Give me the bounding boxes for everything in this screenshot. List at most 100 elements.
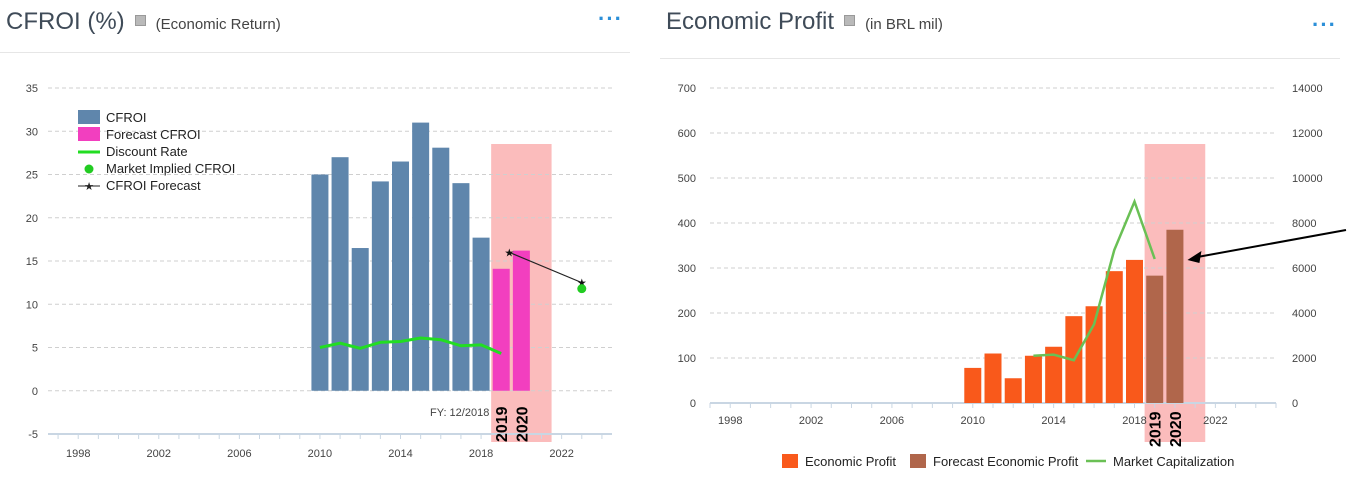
- economic-profit-bar: [1004, 378, 1022, 403]
- info-icon[interactable]: [844, 15, 856, 27]
- x-tick-label: 2014: [388, 448, 412, 460]
- cfroi-bar: [351, 248, 369, 391]
- y2-tick-label: 14000: [1292, 83, 1323, 95]
- legend-item: Forecast CFROI: [106, 127, 201, 142]
- y-tick-label: 0: [32, 386, 38, 398]
- cfroi-title: CFROI (%): [6, 8, 125, 35]
- legend-item: Market Implied CFROI: [106, 161, 235, 176]
- legend-item: Economic Profit: [805, 454, 896, 469]
- more-options-icon[interactable]: ···: [1312, 12, 1337, 37]
- legend-swatch: [84, 164, 94, 174]
- economic-profit-panel: Economic Profit (in BRL mil) ··· 700 600 50…: [660, 0, 1347, 480]
- y-tick-label: 20: [26, 213, 38, 225]
- cfroi-subtitle: (Economic Return): [155, 16, 281, 33]
- economic-profit-title: Economic Profit: [666, 8, 835, 35]
- highlight-year-label: 2019: [494, 406, 511, 442]
- cfroi-bar: [432, 147, 450, 391]
- legend-item: CFROI: [106, 110, 146, 125]
- x-tick-label: 2010: [961, 415, 985, 427]
- y-tick-label: 600: [678, 128, 696, 140]
- x-tick-label: 2006: [880, 415, 904, 427]
- market-implied-point: [577, 284, 587, 294]
- y-tick-label: 10: [26, 299, 38, 311]
- x-tick-label: 2002: [799, 415, 823, 427]
- y-tick-label: 700: [678, 83, 696, 95]
- discount-rate-line: [319, 336, 502, 355]
- y2-tick-label: 10000: [1292, 173, 1323, 185]
- legend-swatch: [78, 110, 100, 124]
- x-tick-label: 1998: [718, 415, 742, 427]
- cfroi-bar: [331, 157, 349, 391]
- x-tick-label: 2022: [549, 448, 573, 460]
- economic-profit-bar: [1105, 271, 1123, 403]
- x-tick-label: 2018: [469, 448, 493, 460]
- title-divider: [0, 52, 630, 53]
- economic-profit-bar: [1024, 355, 1042, 403]
- highlight-year-label: 2019: [1148, 411, 1165, 447]
- x-tick-label: 2006: [227, 448, 251, 460]
- forecast-cfroi-bar: [512, 250, 530, 391]
- x-tick-label: 2010: [308, 448, 332, 460]
- cfroi-bar: [472, 237, 490, 391]
- cfroi-panel-title: CFROI (%) (Economic Return): [6, 8, 281, 36]
- economic-profit-bar: [964, 367, 982, 403]
- y2-tick-label: 8000: [1292, 218, 1316, 230]
- x-tick-label: 2014: [1041, 415, 1065, 427]
- y2-tick-label: 6000: [1292, 263, 1316, 275]
- y-tick-label: 400: [678, 218, 696, 230]
- annotation-arrow-head: [1187, 251, 1202, 263]
- y2-tick-label: 4000: [1292, 308, 1316, 320]
- cfroi-chart: 35 30 25 20 15 10 5 0 -5 1998 2002 2006 2010 2014 2018…: [26, 83, 612, 460]
- x-tick-label: 2002: [147, 448, 171, 460]
- y-tick-label: 35: [26, 83, 38, 95]
- cfroi-bar: [392, 161, 409, 391]
- y-tick-label: 100: [678, 353, 696, 365]
- cfroi-panel: CFROI (%) (Economic Return) ··· 35 30 25 20 1…: [0, 0, 640, 480]
- legend-swatch: [78, 127, 100, 141]
- x-tick-label: 2018: [1122, 415, 1146, 427]
- economic-profit-bar: [1045, 346, 1063, 403]
- highlight-year-label: 2020: [1168, 411, 1185, 447]
- cfroi-bar: [452, 183, 470, 391]
- cfroi-forecast-marker: ★: [504, 247, 514, 259]
- economic-profit-panel-title: Economic Profit (in BRL mil): [666, 8, 943, 36]
- economic-profit-bar: [984, 353, 1002, 403]
- title-divider: [660, 58, 1340, 59]
- fy-label: FY: 12/2018: [430, 407, 489, 419]
- legend-swatch: ★: [84, 181, 94, 193]
- y-tick-label: 300: [678, 263, 696, 275]
- economic-profit-bar: [1126, 259, 1143, 403]
- forecast-economic-profit-bar: [1146, 275, 1164, 403]
- annotation-arrow: [1197, 229, 1347, 258]
- x-tick-label: 2022: [1203, 415, 1227, 427]
- forecast-cfroi-bar: [492, 268, 510, 391]
- forecast-economic-profit-bar: [1166, 229, 1184, 403]
- cfroi-forecast-marker: ★: [577, 278, 587, 290]
- legend-item: Forecast Economic Profit: [933, 454, 1079, 469]
- y-tick-label: -5: [28, 429, 38, 441]
- y-tick-label: 25: [26, 170, 38, 182]
- cfroi-bar: [412, 122, 430, 391]
- y2-tick-label: 0: [1292, 398, 1298, 410]
- cfroi-forecast-line: [509, 251, 583, 284]
- x-tick-label: 1998: [66, 448, 90, 460]
- cfroi-bar: [371, 181, 389, 391]
- legend-swatch: [782, 454, 798, 468]
- y-tick-label: 0: [690, 398, 696, 410]
- legend-item: CFROI Forecast: [106, 178, 201, 193]
- more-options-icon[interactable]: ···: [598, 6, 623, 31]
- economic-profit-chart: 700 600 500 400 300 200 100 0 14000 12000 10000 800…: [678, 83, 1347, 469]
- y-tick-label: 5: [32, 343, 38, 355]
- y-tick-label: 15: [26, 256, 38, 268]
- y2-tick-label: 2000: [1292, 353, 1316, 365]
- economic-profit-subtitle: (in BRL mil): [865, 16, 943, 33]
- info-icon[interactable]: [134, 15, 146, 27]
- cfroi-bar: [311, 174, 329, 391]
- y-tick-label: 500: [678, 173, 696, 185]
- y-tick-label: 30: [26, 126, 38, 138]
- legend-item: Discount Rate: [106, 144, 188, 159]
- highlight-year-label: 2020: [514, 406, 531, 442]
- y2-tick-label: 12000: [1292, 128, 1323, 140]
- legend-item: Market Capitalization: [1113, 454, 1234, 469]
- legend-swatch: [910, 454, 926, 468]
